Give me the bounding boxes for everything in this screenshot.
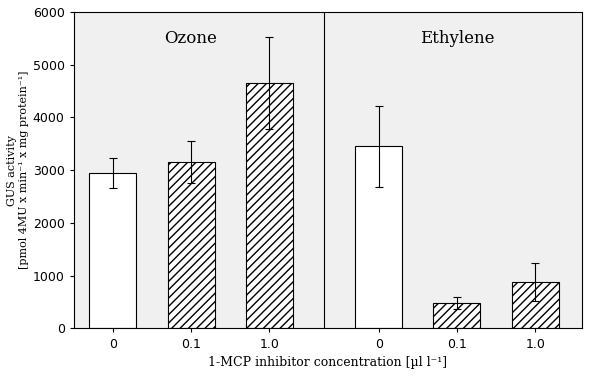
Bar	[168, 162, 214, 329]
Bar	[434, 303, 481, 329]
Bar	[90, 173, 136, 329]
X-axis label: 1-MCP inhibitor concentration [µl l⁻¹]: 1-MCP inhibitor concentration [µl l⁻¹]	[209, 356, 448, 369]
Text: Ozone: Ozone	[164, 30, 217, 47]
Bar	[355, 147, 402, 329]
Text: Ethylene: Ethylene	[420, 30, 494, 47]
Bar	[512, 282, 558, 329]
Y-axis label: GUS activity
[pmol 4MU x min⁻¹ x mg protein⁻¹]: GUS activity [pmol 4MU x min⁻¹ x mg prot…	[7, 71, 28, 270]
Bar	[246, 83, 293, 329]
